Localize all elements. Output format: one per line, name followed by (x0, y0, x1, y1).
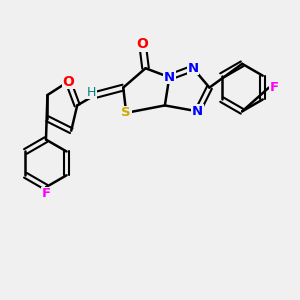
Text: N: N (188, 62, 199, 75)
Text: F: F (41, 188, 50, 200)
Text: F: F (270, 81, 279, 94)
Text: S: S (122, 106, 131, 119)
Text: H: H (87, 85, 96, 98)
Text: N: N (164, 71, 175, 84)
Text: N: N (192, 105, 203, 118)
Text: O: O (62, 75, 74, 88)
Text: O: O (136, 38, 148, 52)
